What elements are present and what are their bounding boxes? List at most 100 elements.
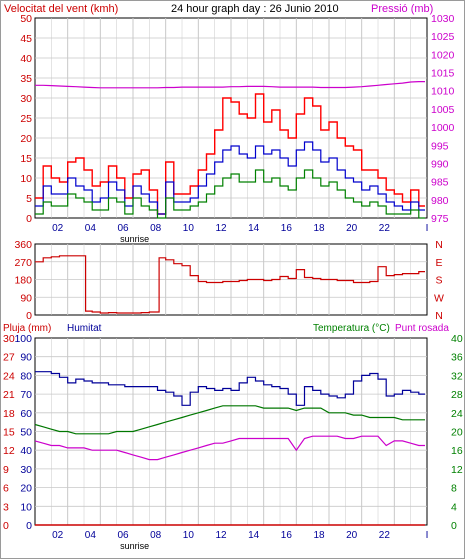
dew-point-label: Punt rosada — [395, 323, 449, 334]
sunrise-label: sunrise — [120, 541, 149, 551]
rain-tick-label: 15 — [3, 427, 15, 439]
hour-tick-label: 12 — [215, 530, 227, 541]
hour-tick-label: 10 — [183, 530, 195, 541]
humidity-tick-label: 20 — [20, 483, 32, 495]
pressure-tick-label: 995 — [431, 140, 449, 152]
pressure-tick-label: 985 — [431, 177, 449, 189]
rain-tick-label: 9 — [3, 464, 9, 476]
humidity-tick-label: 100 — [14, 333, 32, 345]
compass-tick-label: S — [435, 275, 442, 287]
hour-tick-label: 16 — [281, 223, 293, 234]
temperature-label: Temperatura (°C) — [313, 323, 390, 334]
hour-tick-label: 22 — [379, 223, 391, 234]
hour-tick-label: 06 — [117, 530, 129, 541]
hour-tick-label: 22 — [379, 530, 391, 541]
temperature-tick-label: 16 — [451, 445, 463, 457]
rain-tick-label: 30 — [3, 333, 15, 345]
hour-tick-label: 04 — [85, 223, 97, 234]
hour-tick-label: 08 — [150, 223, 162, 234]
humidity-tick-label: 50 — [20, 427, 32, 439]
temperature-tick-label: 36 — [451, 352, 463, 364]
rain-tick-label: 12 — [3, 445, 15, 457]
hour-tick-label: 18 — [313, 530, 325, 541]
hour-tick-label: 14 — [248, 530, 260, 541]
hour-tick-label: 06 — [117, 223, 129, 234]
wind-speed-title: Velocitat del vent (kmh) — [4, 3, 118, 15]
rain-tick-label: 0 — [3, 520, 9, 532]
direction-tick-label: 0 — [26, 310, 32, 322]
hour-tick-label: 16 — [281, 530, 293, 541]
hour-tick-label: I — [426, 530, 429, 541]
rain-tick-label: 27 — [3, 352, 15, 364]
hour-tick-label: 20 — [346, 223, 358, 234]
pressure-tick-label: 990 — [431, 158, 449, 170]
wind-speed-tick-label: 10 — [20, 173, 32, 185]
hour-tick-label: 04 — [85, 530, 97, 541]
humidity-tick-label: 30 — [20, 464, 32, 476]
series-wind_avg — [35, 169, 425, 219]
temperature-tick-label: 12 — [451, 464, 463, 476]
compass-tick-label: W — [434, 292, 444, 304]
compass-tick-label: N — [435, 310, 443, 322]
hour-tick-label: 02 — [52, 223, 64, 234]
hour-tick-label: 20 — [346, 530, 358, 541]
wind-speed-tick-label: 40 — [20, 53, 32, 65]
sunrise-label: sunrise — [120, 234, 149, 244]
wind-speed-tick-label: 5 — [26, 193, 32, 205]
temperature-tick-label: 0 — [451, 520, 457, 532]
pressure-tick-label: 1005 — [431, 104, 455, 116]
hour-tick-label: 10 — [183, 223, 195, 234]
wind-speed-tick-label: 15 — [20, 153, 32, 165]
series-humidity — [35, 371, 425, 406]
wind-speed-tick-label: 35 — [20, 73, 32, 85]
pressure-tick-label: 1025 — [431, 31, 455, 43]
humidity-tick-label: 60 — [20, 408, 32, 420]
hour-tick-label: 14 — [248, 223, 260, 234]
hour-tick-label: 18 — [313, 223, 325, 234]
humidity-tick-label: 40 — [20, 445, 32, 457]
humidity-label: Humitat — [67, 323, 102, 334]
temperature-tick-label: 28 — [451, 389, 463, 401]
direction-tick-label: 270 — [14, 257, 32, 269]
series-temperature — [34, 405, 425, 435]
series-dew — [34, 435, 425, 461]
compass-tick-label: E — [435, 257, 442, 269]
wind-speed-tick-label: 25 — [20, 113, 32, 125]
pressure-tick-label: 1030 — [431, 13, 455, 25]
temperature-tick-label: 32 — [451, 370, 463, 382]
humidity-tick-label: 0 — [26, 520, 32, 532]
pressure-tick-label: 980 — [431, 195, 449, 207]
rain-tick-label: 3 — [3, 501, 9, 513]
series-wind_gust — [35, 93, 425, 215]
wind-speed-tick-label: 45 — [20, 33, 32, 45]
humidity-tick-label: 90 — [20, 352, 32, 364]
pressure-tick-label: 1000 — [431, 122, 455, 134]
temperature-tick-label: 40 — [451, 333, 463, 345]
direction-tick-label: 90 — [20, 292, 32, 304]
pressure-tick-label: 1010 — [431, 86, 455, 98]
pressure-tick-label: 1015 — [431, 68, 455, 80]
temperature-tick-label: 4 — [451, 501, 457, 513]
humidity-tick-label: 70 — [20, 389, 32, 401]
graph-title: 24 hour graph day : 26 Junio 2010 — [171, 3, 339, 15]
hour-tick-label: 08 — [150, 530, 162, 541]
direction-tick-label: 180 — [14, 275, 32, 287]
series-wind_avg_max — [35, 141, 425, 215]
humidity-tick-label: 10 — [20, 501, 32, 513]
temperature-tick-label: 20 — [451, 427, 463, 439]
rain-tick-label: 24 — [3, 370, 15, 382]
rain-tick-label: 18 — [3, 408, 15, 420]
pressure-tick-label: 1020 — [431, 49, 455, 61]
series-wind-direction — [35, 255, 425, 314]
wind-speed-tick-label: 20 — [20, 133, 32, 145]
series-pressure — [35, 81, 425, 89]
compass-tick-label: N — [435, 239, 443, 251]
direction-tick-label: 360 — [14, 239, 32, 251]
rain-tick-label: 6 — [3, 483, 9, 495]
pressure-tick-label: 975 — [431, 213, 449, 225]
wind-speed-tick-label: 50 — [20, 13, 32, 25]
temperature-tick-label: 8 — [451, 483, 457, 495]
rain-tick-label: 21 — [3, 389, 15, 401]
wind-speed-tick-label: 0 — [26, 213, 32, 225]
